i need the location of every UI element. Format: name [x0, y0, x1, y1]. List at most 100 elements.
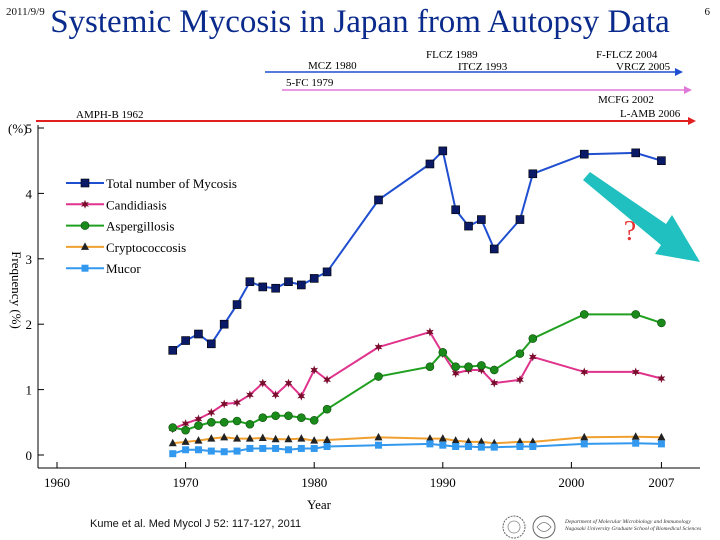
aspergillosis-point [168, 423, 178, 432]
cryptococcosis-point [258, 433, 267, 441]
slide-date: 2011/9/9 [6, 6, 45, 18]
total-number-of-mycosis-point [489, 244, 499, 254]
mucor-point [259, 444, 267, 452]
mucor-line [172, 442, 662, 455]
mucor-point [516, 442, 524, 450]
cryptococcosis-point [207, 434, 216, 442]
total-number-of-mycosis-point [297, 280, 306, 290]
legend-label: Total number of Mycosis [106, 176, 237, 191]
total-number-of-mycosis-point [528, 169, 538, 179]
cryptococcosis-point [451, 436, 460, 444]
y-unit-label: (%) [8, 121, 28, 136]
y-tick-label: 4 [26, 186, 33, 201]
cryptococcosis-point [168, 438, 177, 447]
candidiasis-point [631, 367, 640, 377]
university-logos [502, 515, 556, 539]
series-candidiasis [168, 327, 666, 434]
fc-timeline-arrow [684, 86, 692, 94]
mcfg-label: MCFG 2002 [598, 94, 654, 106]
department-logo-icon [532, 515, 556, 539]
aspergillosis-point [631, 310, 641, 319]
total-number-of-mycosis-point [374, 195, 383, 205]
mucor-point [233, 447, 241, 455]
mucor-point [465, 442, 473, 450]
total-number-of-mycosis-point [309, 274, 319, 283]
candidiasis-point [451, 368, 460, 378]
x-axis-label: Year [307, 497, 332, 512]
axes: 0 1 2 3 4 5 1960 1970 1980 1990 2000 2007 (%) Freq… [8, 121, 700, 512]
candidiasis-point [490, 378, 499, 388]
aspergillosis-point [477, 361, 486, 370]
y-tick-label: 5 [26, 121, 33, 136]
cryptococcosis-point [374, 432, 383, 441]
university-seal-icon [502, 515, 526, 539]
x-tick-label: 2000 [558, 475, 584, 490]
department-logo-mark [536, 522, 552, 532]
total-number-of-mycosis-point [181, 336, 190, 345]
total-number-of-mycosis-point [451, 205, 460, 215]
mucor-point [490, 443, 498, 451]
downward-trend-arrow [583, 172, 700, 262]
aspergillosis-point [181, 425, 190, 435]
aspergillosis-point [232, 416, 242, 426]
legend-label: Candidiasis [106, 197, 167, 212]
cryptococcosis-point [284, 434, 293, 443]
lamb-label: L-AMB 2006 [620, 108, 681, 120]
total-number-of-mycosis-point [425, 159, 435, 169]
legend-item-mucor: Mucor [66, 261, 141, 276]
mucor-point [375, 441, 382, 449]
mucor-point [580, 440, 588, 448]
mucor-point [632, 439, 640, 447]
total-number-of-mycosis-point [657, 156, 666, 165]
aspergillosis-point [451, 362, 460, 372]
mucor-point [657, 440, 665, 448]
candidiasis-point [426, 327, 434, 337]
legend-swatch-marker [80, 221, 90, 230]
mucor-point [439, 441, 447, 449]
candidiasis-point [516, 375, 524, 385]
cryptococcosis-point [245, 434, 254, 442]
legend-swatch-marker [81, 199, 89, 209]
aspergillosis-point [464, 362, 473, 372]
candidiasis-point [297, 391, 306, 401]
total-number-of-mycosis-point [464, 221, 473, 231]
candidiasis-point [374, 342, 383, 352]
legend-swatch-marker [80, 178, 90, 188]
aspergillosis-point [374, 372, 383, 381]
department-line-2: Nagasaki University Graduate School of B… [565, 526, 702, 532]
x-tick-label: 2007 [648, 475, 675, 490]
candidiasis-point [271, 390, 280, 400]
legend-swatch-marker [81, 264, 89, 272]
legend-label: Aspergillosis [106, 219, 174, 234]
question-mark: ? [624, 216, 636, 247]
candidiasis-point [323, 375, 331, 385]
cryptococcosis-point [657, 432, 666, 441]
mucor-point [169, 450, 177, 458]
mucor-point [194, 446, 202, 454]
aspergillosis-point [309, 416, 319, 425]
y-tick-label: 0 [26, 448, 33, 463]
candidiasis-point [258, 378, 267, 388]
total-number-of-mycosis-point [579, 149, 589, 159]
aspergillosis-point [515, 349, 525, 358]
total-number-of-mycosis-point [207, 339, 216, 349]
vrcz-label: VRCZ 2005 [616, 61, 671, 73]
cryptococcosis-point [425, 434, 434, 442]
aspergillosis-point [322, 404, 332, 414]
candidiasis-point [207, 408, 216, 417]
department-credit: Department of Molecular Microbiology and… [565, 519, 701, 533]
mucor-point [529, 442, 537, 450]
polyene-timeline-arrow [688, 117, 696, 125]
page-number: 6 [704, 6, 711, 18]
aspergillosis-point [438, 348, 448, 357]
total-number-of-mycosis-point [631, 148, 641, 158]
cryptococcosis-point [297, 434, 306, 442]
mucor-point [220, 448, 228, 456]
mucor-point [323, 442, 331, 450]
mucor-point [207, 447, 215, 455]
total-number-of-mycosis-point [219, 319, 229, 329]
candidiasis-point [528, 352, 537, 362]
cryptococcosis-point [477, 437, 486, 445]
candidiasis-point [246, 390, 254, 400]
